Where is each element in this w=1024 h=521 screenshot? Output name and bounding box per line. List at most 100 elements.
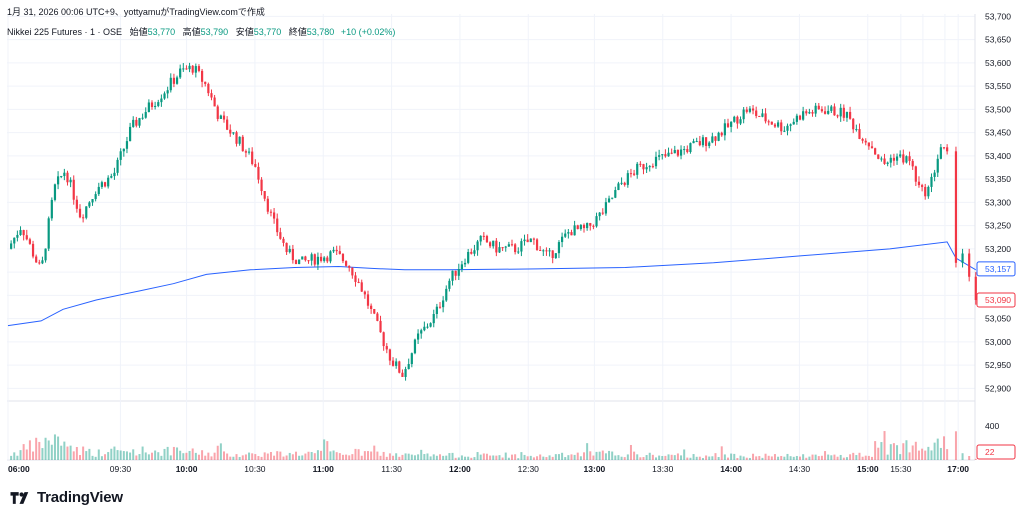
candle-body — [150, 102, 154, 107]
candle-body — [867, 142, 870, 147]
candle-body — [827, 110, 830, 114]
candle-body — [229, 129, 232, 134]
price-tick-label: 53,650 — [985, 35, 1011, 45]
volume-bar — [827, 454, 830, 460]
volume-bar — [269, 451, 272, 460]
vwap-path — [7, 241, 977, 327]
volume-bar — [72, 451, 75, 460]
candle-body — [701, 137, 705, 146]
candle-body — [751, 108, 755, 111]
volume-bar — [476, 452, 479, 460]
change-value: +10 (+0.02%) — [340, 27, 396, 37]
volume-bar — [814, 454, 817, 460]
candle-body — [91, 199, 94, 203]
candle-body — [354, 275, 357, 282]
volume-bar — [157, 452, 160, 460]
volume-bar — [573, 454, 576, 460]
candle-body — [817, 105, 820, 110]
volume-bar — [13, 452, 16, 460]
candle-body — [805, 111, 808, 114]
volume-bar — [623, 457, 626, 460]
candle-body — [864, 140, 867, 143]
candle-body — [592, 225, 595, 227]
volume-bar — [626, 454, 629, 460]
symbol-ohlc-legend[interactable]: Nikkei 225 Futures · 1 · OSE 始値53,770 高値… — [7, 25, 395, 38]
volume-bar — [388, 453, 391, 460]
candle-body — [661, 154, 664, 156]
candle-body — [410, 353, 413, 365]
volume-bar — [445, 455, 448, 460]
candle-body — [47, 218, 50, 249]
candle-body — [830, 106, 833, 111]
candle-body — [564, 233, 567, 237]
price-tick-label: 53,700 — [985, 11, 1011, 21]
candle-body — [501, 247, 504, 249]
volume-bar — [82, 446, 85, 460]
candle-body — [144, 111, 147, 118]
candle-body — [319, 256, 323, 261]
volume-bar — [871, 456, 874, 460]
volume-bar — [711, 456, 714, 460]
volume-bar — [526, 456, 529, 460]
candle-body — [272, 212, 276, 219]
candle-body — [517, 251, 520, 253]
candle-body — [836, 115, 839, 117]
symbol-name[interactable]: Nikkei 225 Futures · 1 · OSE — [7, 27, 123, 37]
candle-body — [895, 156, 899, 161]
volume-bar — [817, 456, 820, 460]
candle-body — [56, 176, 60, 185]
volume-bar — [592, 455, 595, 460]
candle-body — [263, 191, 266, 199]
volume-bar — [689, 457, 692, 460]
volume-bar — [542, 456, 545, 460]
candle-body — [294, 260, 298, 265]
candle-body — [172, 77, 176, 84]
candle-body — [742, 109, 745, 120]
volume-bar — [943, 436, 946, 460]
volume-bar — [686, 457, 689, 460]
time-tick-label: 12:00 — [449, 464, 471, 474]
candle-body — [823, 111, 827, 114]
time-tick-label: 15:00 — [857, 464, 879, 474]
volume-bar — [717, 457, 720, 460]
volume-bar — [908, 452, 911, 460]
candle-body — [232, 132, 235, 134]
volume-bar — [288, 452, 291, 460]
price-markers: 53,157 53,090 22 — [976, 261, 1016, 460]
volume-bar — [410, 454, 413, 460]
volume-bar — [755, 456, 758, 460]
price-tick-label: 53,200 — [985, 244, 1011, 254]
candle-body — [423, 326, 426, 331]
volume-bar — [313, 453, 316, 460]
candle-body — [22, 230, 25, 236]
open-label: 始値 — [129, 27, 148, 37]
candle-body — [914, 166, 917, 182]
volume-bar — [867, 455, 870, 460]
candle-body — [460, 264, 464, 270]
time-tick-label: 06:00 — [8, 464, 30, 474]
volume-bar — [845, 457, 848, 460]
volume-bar — [701, 458, 704, 460]
candle-body — [88, 202, 91, 207]
price-tick-label: 53,050 — [985, 314, 1011, 324]
candle-body — [41, 260, 44, 264]
volume-bar — [320, 450, 323, 460]
candle-body — [917, 181, 921, 186]
volume-bar — [661, 456, 664, 460]
candle-body — [420, 330, 423, 334]
candle-body — [745, 109, 748, 112]
candle-body — [28, 239, 32, 244]
candle-body — [720, 132, 723, 136]
volume-bar — [138, 454, 141, 460]
candle-body — [222, 115, 226, 120]
candle-body — [620, 182, 623, 184]
candle-body — [586, 223, 589, 229]
candle-body — [920, 185, 924, 187]
volume-bar — [35, 437, 38, 460]
tradingview-logo[interactable]: TradingView — [10, 489, 123, 506]
candle-body — [448, 280, 451, 289]
candle-body — [72, 179, 75, 200]
volume-bar — [129, 452, 132, 460]
candle-body — [636, 163, 639, 175]
